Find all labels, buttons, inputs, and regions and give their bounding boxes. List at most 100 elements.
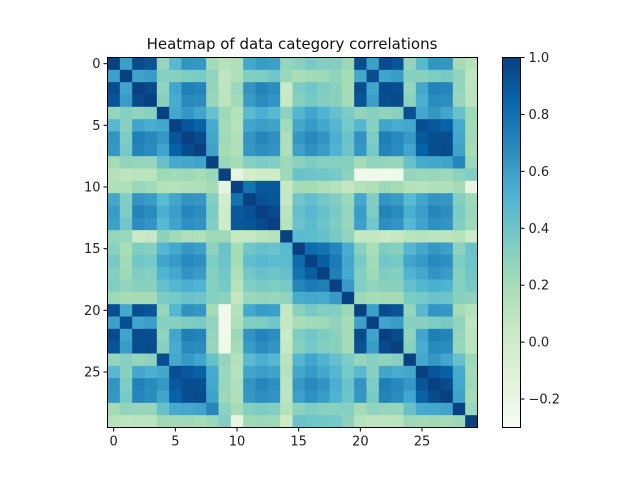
heatmap-cell	[132, 82, 145, 95]
heatmap-cell	[329, 69, 343, 83]
heatmap-cell	[230, 180, 244, 194]
heatmap-cell	[354, 365, 367, 379]
heatmap-cell	[304, 94, 318, 108]
heatmap-cell	[206, 267, 219, 280]
heatmap-cell	[119, 106, 133, 120]
heatmap-cell	[206, 131, 219, 145]
heatmap-cell	[403, 69, 417, 83]
heatmap-cell	[341, 156, 355, 169]
heatmap-cell	[403, 106, 417, 120]
heatmap-cell	[206, 341, 219, 354]
heatmap-cell	[428, 279, 441, 293]
heatmap-cell	[107, 69, 121, 83]
heatmap-cell	[354, 415, 367, 428]
heatmap-cell	[317, 328, 330, 342]
heatmap-cell	[440, 69, 454, 83]
heatmap-cell	[255, 279, 269, 293]
heatmap-cell	[230, 156, 244, 169]
heatmap-cell	[169, 254, 182, 268]
heatmap-cell	[255, 353, 269, 367]
heatmap-cell	[230, 341, 244, 354]
heatmap-cell	[181, 193, 195, 206]
heatmap-cell	[169, 82, 182, 95]
heatmap-cell	[132, 291, 145, 305]
heatmap-cell	[415, 230, 429, 243]
heatmap-cell	[280, 156, 293, 169]
heatmap-cell	[230, 353, 244, 367]
heatmap-cell	[230, 365, 244, 379]
heatmap-cell	[218, 94, 232, 108]
heatmap-cell	[317, 242, 330, 256]
heatmap-cell	[169, 217, 182, 231]
heatmap-cell	[193, 415, 207, 428]
heatmap-cell	[169, 57, 182, 71]
heatmap-cell	[440, 205, 454, 219]
heatmap-cell	[107, 328, 121, 342]
heatmap-cell	[440, 365, 454, 379]
heatmap-cell	[119, 341, 133, 354]
heatmap-cell	[304, 69, 318, 83]
heatmap-cell	[354, 217, 367, 231]
heatmap-cell	[329, 230, 343, 243]
heatmap-cell	[193, 119, 207, 132]
heatmap-cell	[280, 304, 293, 317]
heatmap-cell	[304, 254, 318, 268]
heatmap-cell	[378, 390, 392, 404]
heatmap-cell	[428, 82, 441, 95]
heatmap-cell	[440, 94, 454, 108]
heatmap-cell	[304, 316, 318, 330]
heatmap-cell	[366, 168, 380, 182]
heatmap-cell	[169, 291, 182, 305]
heatmap-cell	[329, 180, 343, 194]
heatmap-cell	[415, 365, 429, 379]
heatmap-cell	[304, 217, 318, 231]
heatmap-cell	[156, 94, 170, 108]
heatmap-cell	[230, 267, 244, 280]
heatmap-cell	[428, 230, 441, 243]
heatmap-cell	[230, 119, 244, 132]
heatmap-cell	[193, 217, 207, 231]
heatmap-cell	[255, 291, 269, 305]
heatmap-cell	[181, 353, 195, 367]
heatmap-cell	[243, 316, 256, 330]
heatmap-cell	[267, 57, 281, 71]
heatmap-cell	[440, 291, 454, 305]
heatmap-cell	[465, 106, 478, 120]
heatmap-cell	[156, 168, 170, 182]
heatmap-cell	[181, 316, 195, 330]
heatmap-cell	[403, 242, 417, 256]
heatmap-cell	[378, 415, 392, 428]
heatmap-cell	[156, 143, 170, 157]
heatmap-cell	[341, 69, 355, 83]
heatmap-cell	[206, 378, 219, 391]
heatmap-cell	[156, 328, 170, 342]
heatmap-cell	[317, 180, 330, 194]
heatmap-cell	[465, 304, 478, 317]
heatmap-cell	[218, 168, 232, 182]
heatmap-cell	[341, 82, 355, 95]
heatmap-cell	[119, 390, 133, 404]
heatmap-cell	[403, 156, 417, 169]
heatmap-cell	[119, 143, 133, 157]
heatmap-cell	[132, 378, 145, 391]
heatmap-cell	[280, 353, 293, 367]
heatmap-cell	[378, 341, 392, 354]
heatmap-cell	[280, 57, 293, 71]
heatmap-cell	[144, 143, 158, 157]
heatmap-cell	[206, 230, 219, 243]
heatmap-cell	[378, 217, 392, 231]
heatmap-cell	[169, 131, 182, 145]
heatmap-cell	[132, 193, 145, 206]
heatmap-cell	[304, 267, 318, 280]
x-tick-label: 0	[110, 435, 118, 450]
heatmap-cell	[119, 94, 133, 108]
heatmap-cell	[366, 180, 380, 194]
heatmap-cell	[403, 205, 417, 219]
heatmap-cell	[156, 119, 170, 132]
heatmap-cell	[366, 328, 380, 342]
heatmap-cell	[181, 341, 195, 354]
heatmap-cell	[218, 82, 232, 95]
heatmap-cell	[428, 365, 441, 379]
heatmap-cell	[366, 254, 380, 268]
heatmap-cell	[415, 378, 429, 391]
